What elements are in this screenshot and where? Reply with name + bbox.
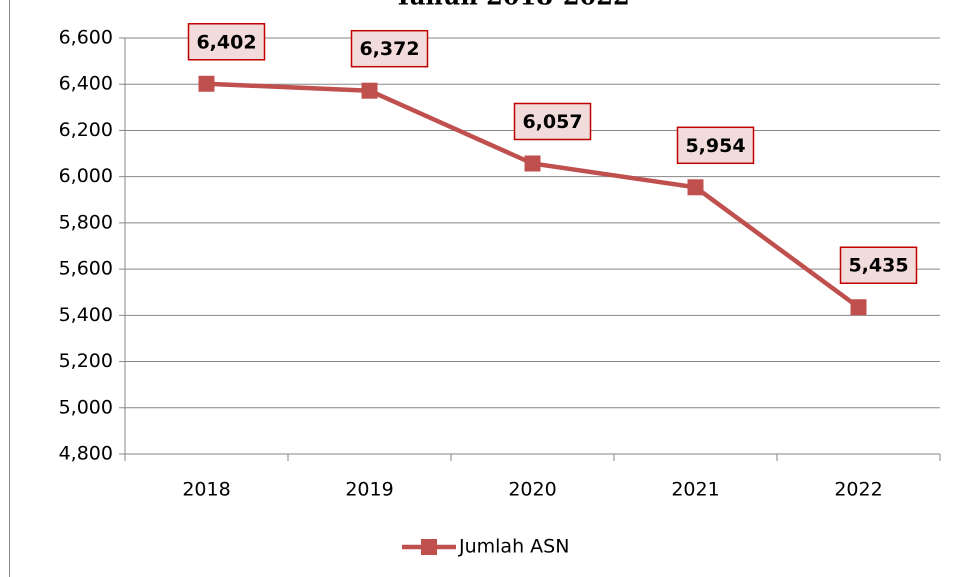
x-tick-label: 2021 — [671, 479, 719, 501]
x-tick-label: 2020 — [508, 479, 556, 501]
data-label: 6,057 — [522, 111, 582, 133]
y-tick-label: 6,400 — [59, 73, 113, 95]
data-label-box — [839, 246, 918, 284]
data-label: 6,372 — [359, 38, 419, 60]
legend-marker — [421, 539, 437, 555]
x-tick-label: 2018 — [182, 479, 230, 501]
x-tick-label: 2022 — [834, 479, 882, 501]
y-tick-label: 5,000 — [59, 396, 113, 418]
y-tick-label: 5,600 — [59, 258, 113, 280]
data-label-box — [187, 23, 266, 61]
legend-label: Jumlah ASN — [458, 536, 569, 558]
data-label: 6,402 — [196, 31, 256, 53]
y-tick-label: 5,200 — [59, 350, 113, 372]
data-label: 5,954 — [685, 135, 745, 157]
y-tick-label: 4,800 — [59, 443, 113, 465]
data-label-box — [676, 126, 755, 165]
y-tick-label: 5,400 — [59, 304, 113, 326]
point-marker — [361, 82, 378, 99]
chart-frame — [9, 0, 957, 577]
y-tick-label: 6,200 — [59, 119, 113, 141]
point-marker — [850, 299, 867, 316]
y-tick-label: 6,600 — [59, 27, 113, 49]
data-label-box — [513, 102, 592, 141]
y-tick-label: 5,800 — [59, 211, 113, 233]
point-marker — [524, 155, 541, 172]
point-marker — [198, 75, 215, 92]
y-tick-label: 6,000 — [59, 165, 113, 187]
point-marker — [687, 179, 704, 196]
chart-title: Tahun 2018-2022 — [394, 0, 629, 11]
data-label-box — [350, 29, 429, 68]
x-tick-label: 2019 — [345, 479, 393, 501]
data-label: 5,435 — [848, 255, 908, 277]
